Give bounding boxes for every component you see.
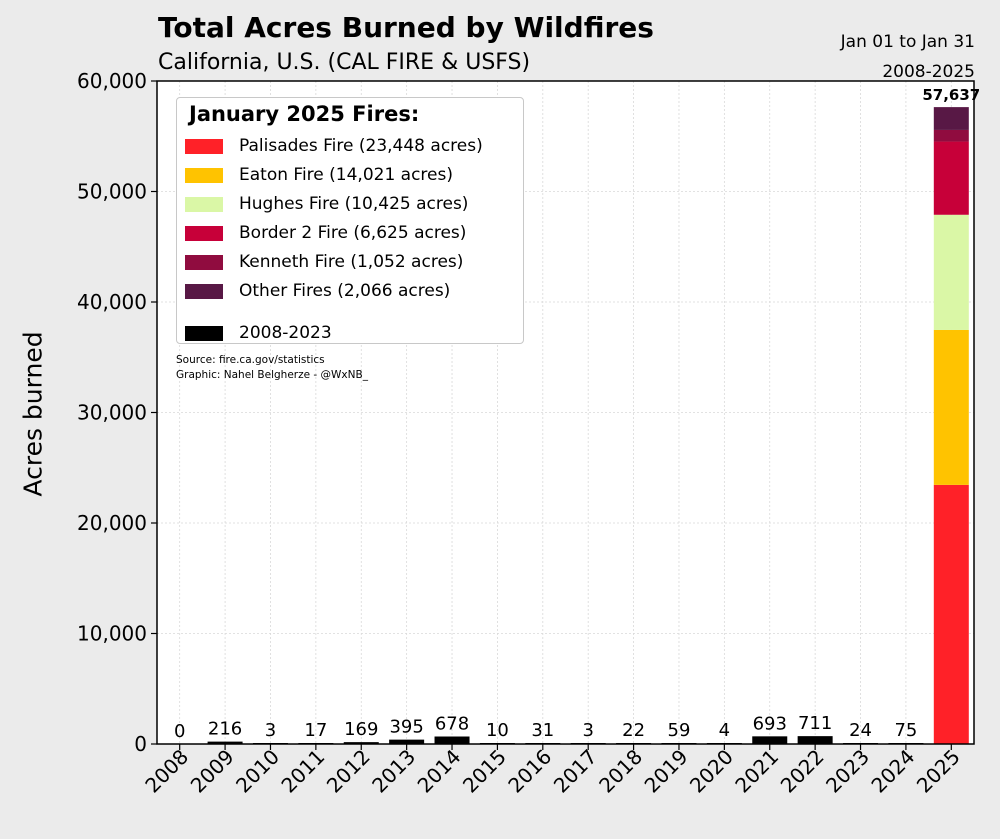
- value-label-2020: 4: [719, 720, 730, 741]
- bar-2025-hughes-fire: [933, 214, 969, 330]
- x-tick-label-2022: 2022: [776, 745, 829, 798]
- value-label-2010: 3: [265, 720, 276, 741]
- y-tick-label: 50,000: [77, 180, 147, 204]
- value-label-2025: 57,637: [922, 86, 980, 104]
- graphic-credit: Graphic: Nahel Belgherze - @WxNB_: [176, 369, 368, 381]
- value-label-2022: 711: [798, 713, 832, 734]
- x-tick-label-2012: 2012: [322, 745, 375, 798]
- y-tick-label: 20,000: [77, 511, 147, 535]
- legend-label-hughes: Hughes Fire (10,425 acres): [239, 194, 469, 214]
- x-tick-label-2009: 2009: [186, 745, 239, 798]
- bar-2014: [434, 736, 470, 744]
- legend-swatch-other: [185, 283, 223, 299]
- value-label-2019: 59: [668, 720, 691, 741]
- x-tick-label-2017: 2017: [549, 745, 602, 798]
- x-tick-label-2024: 2024: [866, 745, 919, 798]
- y-tick-label: 60,000: [77, 69, 147, 93]
- bar-2012: [343, 742, 379, 744]
- x-tick-label-2023: 2023: [821, 745, 874, 798]
- value-label-2023: 24: [849, 720, 872, 741]
- value-label-2016: 31: [531, 720, 554, 741]
- legend-label-palisades: Palisades Fire (23,448 acres): [239, 136, 483, 156]
- date-range-block: Jan 01 to Jan 31 2008-2025: [841, 27, 975, 87]
- legend: January 2025 Fires: Palisades Fire (23,4…: [176, 97, 524, 344]
- x-tick-label-2025: 2025: [912, 745, 965, 798]
- value-label-2008: 0: [174, 721, 185, 742]
- value-label-2021: 693: [753, 713, 787, 734]
- legend-swatch-kenneth: [185, 254, 223, 270]
- y-tick-label: 40,000: [77, 290, 147, 314]
- legend-label-border2: Border 2 Fire (6,625 acres): [239, 223, 467, 243]
- year-range-label: 2008-2025: [882, 62, 975, 82]
- bar-2025-palisades-fire: [933, 484, 969, 744]
- legend-item-hughes: Hughes Fire (10,425 acres): [185, 193, 468, 215]
- legend-item-kenneth: Kenneth Fire (1,052 acres): [185, 251, 463, 273]
- x-tick-label-2013: 2013: [367, 745, 420, 798]
- value-label-2018: 22: [622, 720, 645, 741]
- legend-label-eaton: Eaton Fire (14,021 acres): [239, 165, 453, 185]
- value-label-2017: 3: [582, 720, 593, 741]
- x-tick-label-2014: 2014: [413, 745, 466, 798]
- x-tick-label-2019: 2019: [640, 745, 693, 798]
- x-tick-label-2015: 2015: [458, 745, 511, 798]
- bar-2013: [389, 739, 425, 744]
- x-tick-label-2010: 2010: [231, 745, 284, 798]
- legend-item-palisades: Palisades Fire (23,448 acres): [185, 135, 483, 157]
- chart-subtitle: California, U.S. (CAL FIRE & USFS): [158, 50, 531, 75]
- legend-swatch-history: [185, 325, 223, 341]
- value-label-2011: 17: [304, 720, 327, 741]
- legend-swatch-border2: [185, 225, 223, 241]
- legend-item-border2: Border 2 Fire (6,625 acres): [185, 222, 466, 244]
- x-tick-label-2016: 2016: [503, 745, 556, 798]
- x-tick-label-2018: 2018: [594, 745, 647, 798]
- y-tick-label: 10,000: [77, 622, 147, 646]
- bar-2021: [752, 736, 788, 744]
- legend-swatch-eaton: [185, 167, 223, 183]
- value-label-2024: 75: [894, 720, 917, 741]
- legend-label-history: 2008-2023: [239, 323, 332, 343]
- legend-label-kenneth: Kenneth Fire (1,052 acres): [239, 252, 464, 272]
- x-tick-label-2011: 2011: [276, 745, 329, 798]
- value-label-2014: 678: [435, 714, 469, 735]
- y-tick-label: 0: [134, 732, 147, 756]
- bar-2025-eaton-fire: [933, 329, 969, 485]
- legend-title: January 2025 Fires:: [189, 102, 420, 126]
- legend-swatch-palisades: [185, 138, 223, 154]
- chart-title: Total Acres Burned by Wildfires: [158, 11, 654, 44]
- x-tick-label-2008: 2008: [140, 745, 193, 798]
- x-tick-label-2020: 2020: [685, 745, 738, 798]
- bar-2025-other-fires: [933, 107, 969, 130]
- legend-item-history: 2008-2023: [185, 322, 332, 344]
- legend-label-other: Other Fires (2,066 acres): [239, 281, 451, 301]
- legend-item-other: Other Fires (2,066 acres): [185, 280, 450, 302]
- value-label-2015: 10: [486, 720, 509, 741]
- source-credit: Source: fire.ca.gov/statistics: [176, 354, 325, 366]
- legend-swatch-hughes: [185, 196, 223, 212]
- bar-2025-kenneth-fire: [933, 129, 969, 142]
- date-range-label: Jan 01 to Jan 31: [840, 32, 975, 52]
- bar-2009: [207, 741, 243, 744]
- y-tick-label: 30,000: [77, 401, 147, 425]
- x-tick-label-2021: 2021: [730, 745, 783, 798]
- value-label-2013: 395: [389, 717, 423, 738]
- value-label-2009: 216: [208, 719, 242, 740]
- value-label-2012: 169: [344, 719, 378, 740]
- bar-2022: [797, 736, 833, 744]
- bar-2025-border-2-fire: [933, 141, 969, 215]
- legend-item-eaton: Eaton Fire (14,021 acres): [185, 164, 453, 186]
